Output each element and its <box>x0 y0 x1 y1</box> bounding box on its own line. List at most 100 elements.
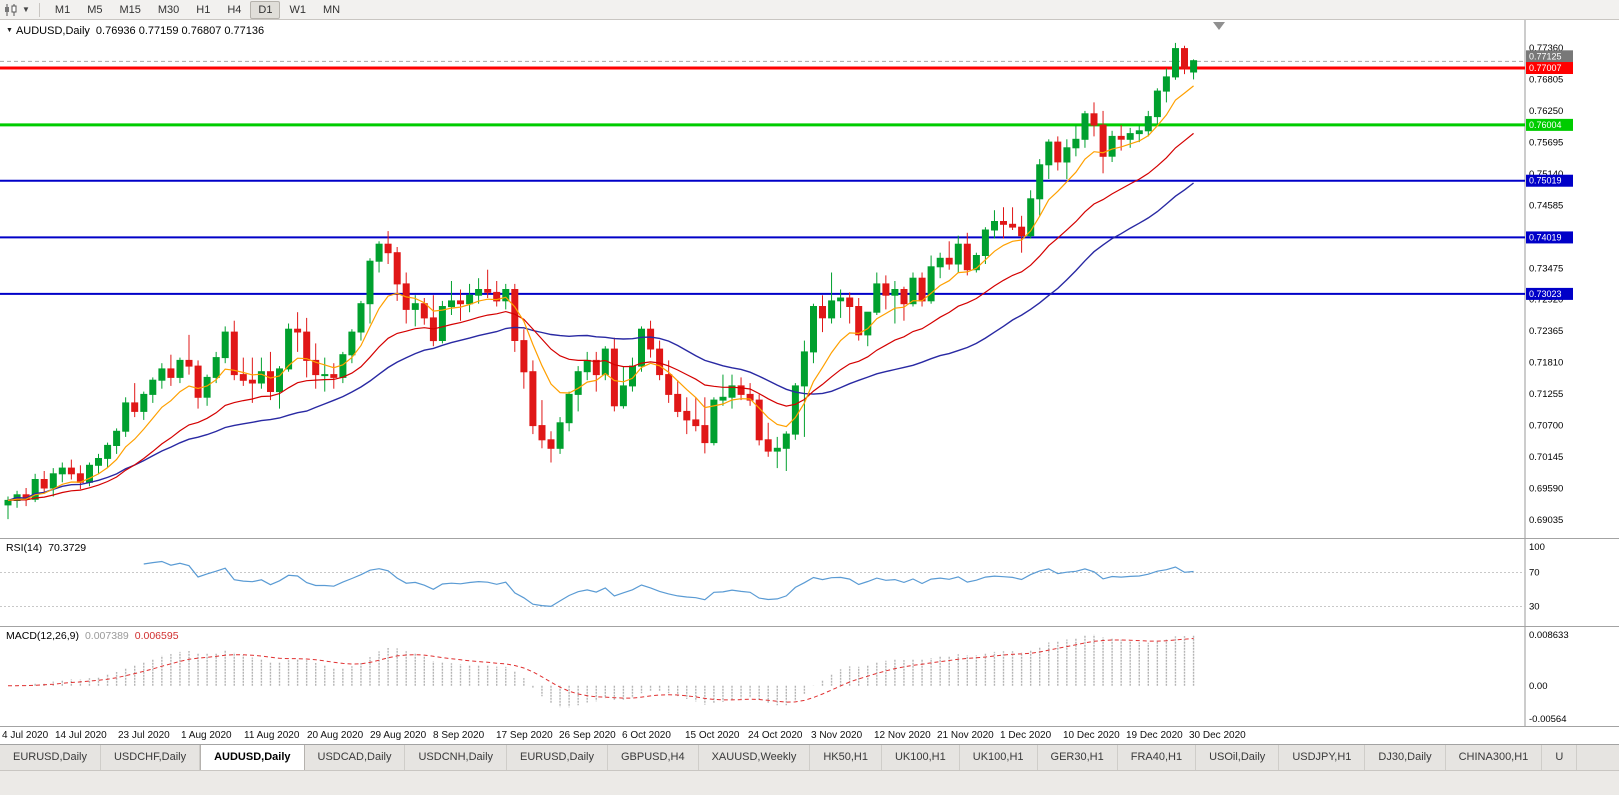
macd-axis-labels: 0.008633 0.00 -0.00564 <box>1529 630 1569 725</box>
svg-text:0.008633: 0.008633 <box>1529 630 1569 641</box>
svg-text:0.75140: 0.75140 <box>1529 169 1563 180</box>
rsi-label: RSI(14) 70.3729 <box>6 542 92 554</box>
macd-main-value: 0.007389 <box>84 630 129 642</box>
slow-ma-line <box>7 182 1194 502</box>
chart-tab-eurusd-daily[interactable]: EURUSD,Daily <box>0 745 101 770</box>
date-label: 23 Jul 2020 <box>118 730 170 741</box>
toolbar-separator <box>38 2 40 17</box>
svg-text:0.71810: 0.71810 <box>1529 358 1563 369</box>
date-label: 6 Oct 2020 <box>622 730 671 741</box>
chart-tab-hk50-h1[interactable]: HK50,H1 <box>810 745 882 770</box>
chart-tab-uk100-h1[interactable]: UK100,H1 <box>959 745 1038 770</box>
svg-text:0.70145: 0.70145 <box>1529 452 1563 463</box>
macd-name: MACD(12,26,9) <box>6 630 79 642</box>
svg-text:0.72920: 0.72920 <box>1529 295 1563 306</box>
fast-ma-line <box>7 85 1194 501</box>
date-label: 1 Aug 2020 <box>181 730 232 741</box>
date-label: 11 Aug 2020 <box>244 730 300 741</box>
chart-tab-china300-h1[interactable]: CHINA300,H1 <box>1445 745 1543 770</box>
medium-ma-line <box>7 132 1194 501</box>
svg-text:30: 30 <box>1529 602 1540 613</box>
chart-tab-uk100-h1[interactable]: UK100,H1 <box>881 745 960 770</box>
chart-dropdown-arrow-icon[interactable]: ▼ <box>22 5 30 14</box>
timeframe-m1-button[interactable]: M1 <box>54 3 71 16</box>
chart-tab-usdchf-daily[interactable]: USDCHF,Daily <box>100 745 201 770</box>
timeframe-m30-button[interactable]: M30 <box>157 3 180 16</box>
main-chart-panel[interactable]: 0.77360 0.76805 0.76250 0.75695 0.75140 0.745… <box>0 20 1619 538</box>
horizontal-level-lines[interactable]: 0.77007 0.76004 0.75019 0.74019 0.73023 <box>0 62 1573 300</box>
candles-layer <box>4 42 1198 520</box>
bid-price-label: 0.77125 <box>1526 50 1573 63</box>
chart-type-icon[interactable] <box>4 3 18 16</box>
date-label: 26 Sep 2020 <box>559 730 616 741</box>
macd-label: MACD(12,26,9) 0.007389 0.006595 <box>6 630 185 642</box>
rsi-canvas[interactable]: 100 70 30 <box>0 539 1619 626</box>
date-label: 29 Aug 2020 <box>370 730 427 741</box>
svg-text:0.70700: 0.70700 <box>1529 421 1563 432</box>
macd-canvas[interactable]: 0.008633 0.00 -0.00564 <box>0 627 1619 726</box>
price-chart-canvas[interactable]: 0.77360 0.76805 0.76250 0.75695 0.75140 0.745… <box>0 20 1619 538</box>
chart-title: ▼ AUDUSD,Daily 0.76936 0.77159 0.76807 0.7… <box>6 25 264 37</box>
date-label: 17 Sep 2020 <box>496 730 553 741</box>
status-bar <box>0 770 1619 795</box>
date-label: 15 Oct 2020 <box>685 730 740 741</box>
chart-ohlc-values: 0.76936 0.77159 0.76807 0.77136 <box>95 25 265 37</box>
svg-text:0.77007: 0.77007 <box>1529 63 1562 73</box>
svg-text:0.76805: 0.76805 <box>1529 74 1563 85</box>
rsi-line <box>143 560 1194 608</box>
timeframe-h1-button[interactable]: H1 <box>196 3 211 16</box>
rsi-value: 70.3729 <box>48 542 87 554</box>
rsi-panel[interactable]: 100 70 30 RSI(14) 70.3729 <box>0 538 1619 626</box>
chart-tab-fra40-h1[interactable]: FRA40,H1 <box>1117 745 1197 770</box>
date-label: 14 Jul 2020 <box>55 730 107 741</box>
date-axis[interactable]: 4 Jul 2020 14 Jul 2020 23 Jul 2020 1 Aug 20… <box>0 726 1619 744</box>
svg-text:0.76250: 0.76250 <box>1529 106 1563 117</box>
chart-tab-xauusd-weekly[interactable]: XAUUSD,Weekly <box>698 745 811 770</box>
svg-text:0.75695: 0.75695 <box>1529 137 1563 148</box>
chart-tabs-bar: EURUSD,Daily USDCHF,Daily AUDUSD,Daily USDC… <box>0 744 1619 770</box>
date-label: 8 Sep 2020 <box>433 730 485 741</box>
svg-text:0.69035: 0.69035 <box>1529 515 1563 526</box>
macd-panel[interactable]: 0.008633 0.00 -0.00564 MACD(12,26,9) 0.0073… <box>0 626 1619 726</box>
date-label: 30 Dec 2020 <box>1189 730 1246 741</box>
svg-text:0.73475: 0.73475 <box>1529 263 1563 274</box>
date-label: 19 Dec 2020 <box>1126 730 1183 741</box>
chart-tab-usdcnh-daily[interactable]: USDCNH,Daily <box>405 745 508 770</box>
svg-text:0.77360: 0.77360 <box>1529 43 1563 54</box>
date-label: 3 Nov 2020 <box>811 730 863 741</box>
svg-text:70: 70 <box>1529 568 1540 579</box>
macd-signal-value: 0.006595 <box>134 630 179 642</box>
timeframe-d1-button[interactable]: D1 <box>250 0 281 19</box>
svg-text:0.76004: 0.76004 <box>1529 120 1562 130</box>
timeframe-h4-button[interactable]: H4 <box>227 3 242 16</box>
svg-text:0.00: 0.00 <box>1529 681 1548 692</box>
svg-text:0.77125: 0.77125 <box>1529 51 1562 61</box>
chart-tab-eurusd-daily[interactable]: EURUSD,Daily <box>507 745 608 770</box>
chart-tab-dj30-daily[interactable]: DJ30,Daily <box>1365 745 1446 770</box>
chart-tab-ger30-h1[interactable]: GER30,H1 <box>1037 745 1118 770</box>
date-label: 24 Oct 2020 <box>748 730 803 741</box>
chart-tab-audusd-daily[interactable]: AUDUSD,Daily <box>200 745 305 770</box>
svg-text:0.69590: 0.69590 <box>1529 484 1563 495</box>
chart-tab-u[interactable]: U <box>1542 745 1578 770</box>
macd-histogram <box>16 634 1195 708</box>
chart-tab-gbpusd-h4[interactable]: GBPUSD,H4 <box>608 745 699 770</box>
price-axis-ticks: 0.77360 0.76805 0.76250 0.75695 0.75140 0.745… <box>1529 43 1563 526</box>
svg-text:0.71255: 0.71255 <box>1529 389 1563 400</box>
rsi-axis-labels: 100 70 30 <box>0 542 1545 613</box>
chart-tab-usoil-daily[interactable]: USOil,Daily <box>1196 745 1280 770</box>
title-collapse-icon[interactable]: ▼ <box>6 27 13 34</box>
chart-tab-usdjpy-h1[interactable]: USDJPY,H1 <box>1279 745 1366 770</box>
timeframe-mn-button[interactable]: MN <box>322 3 341 16</box>
chart-symbol-label: AUDUSD,Daily <box>15 25 90 37</box>
date-label: 4 Jul 2020 <box>2 730 49 741</box>
timeframe-m5-button[interactable]: M5 <box>87 3 103 16</box>
timeframe-m15-button[interactable]: M15 <box>119 3 141 16</box>
timeframe-w1-button[interactable]: W1 <box>289 3 306 16</box>
date-label: 10 Dec 2020 <box>1063 730 1120 741</box>
date-label: 1 Dec 2020 <box>1000 730 1052 741</box>
chart-tab-usdcad-daily[interactable]: USDCAD,Daily <box>304 745 406 770</box>
svg-text:0.74019: 0.74019 <box>1529 232 1562 242</box>
chart-shift-marker[interactable] <box>1213 22 1225 30</box>
